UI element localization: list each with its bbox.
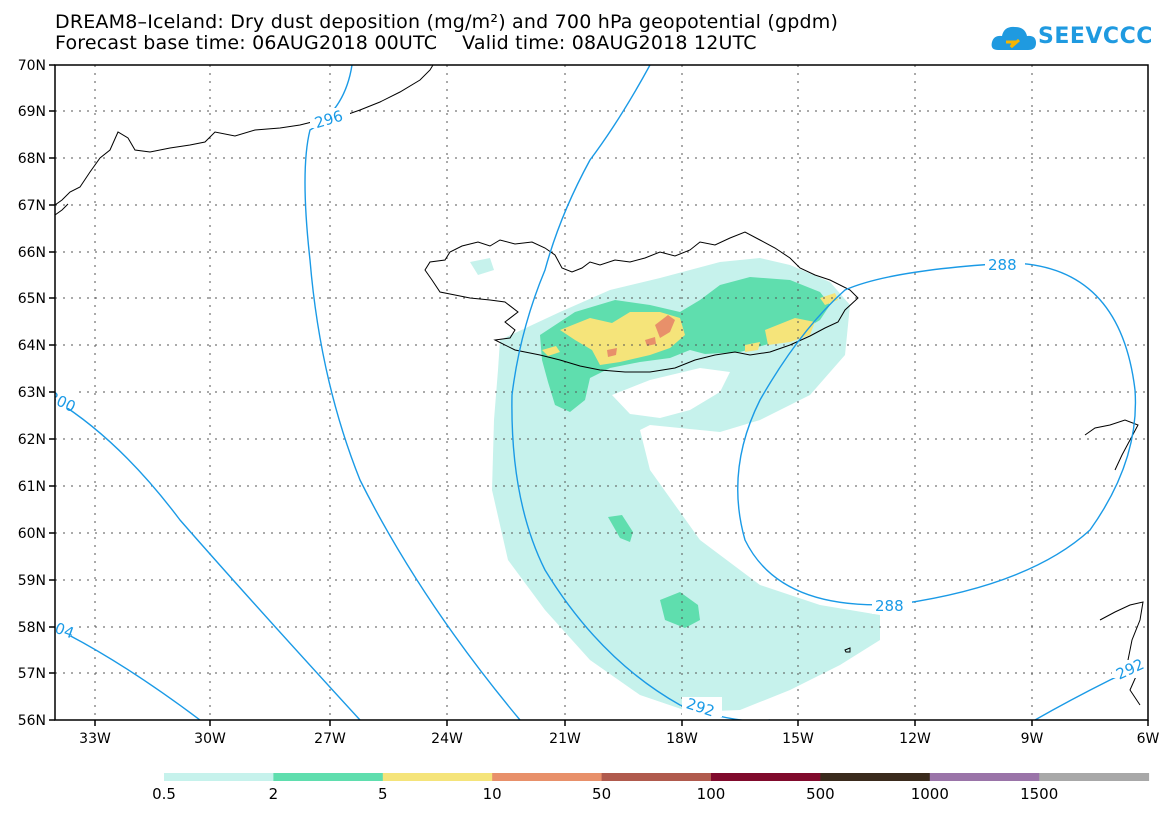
lon-label: 12W xyxy=(899,731,931,747)
colorbar-swatch xyxy=(820,773,931,781)
scotland-coast xyxy=(1099,601,1144,706)
map-title-line-2: Forecast base time: 06AUG2018 00UTC Vali… xyxy=(55,32,757,54)
dust-area-2-c xyxy=(660,592,700,628)
colorbar-swatch xyxy=(273,773,384,781)
colorbar-swatch xyxy=(601,773,712,781)
dust-area-10 xyxy=(655,315,675,338)
lat-label: 68N xyxy=(18,151,46,167)
lon-label: 27W xyxy=(314,731,346,747)
lon-label: 6W xyxy=(1137,731,1160,747)
lat-label: 65N xyxy=(18,291,46,307)
iceland-coast xyxy=(424,231,859,373)
lat-label: 60N xyxy=(18,526,46,542)
colorbar-label: 500 xyxy=(806,785,835,803)
lat-label: 61N xyxy=(18,479,46,495)
lon-label: 33W xyxy=(79,731,111,747)
dust-deposition-field xyxy=(470,258,880,712)
lat-label: 56N xyxy=(18,713,46,729)
lat-label: 57N xyxy=(18,666,46,682)
contour-304 xyxy=(55,627,201,720)
colorbar-label: 50 xyxy=(592,785,611,803)
contour-288 xyxy=(737,262,1137,606)
lon-label: 9W xyxy=(1021,731,1044,747)
longitude-labels: 33W 30W 27W 24W 21W 18W 15W 12W 9W 6W xyxy=(79,731,1159,747)
tick-marks xyxy=(49,64,1149,726)
dust-area-0.5-west xyxy=(470,258,494,275)
greenland-coast xyxy=(55,65,434,206)
colorbar-label: 100 xyxy=(697,785,726,803)
lat-label: 69N xyxy=(18,104,46,120)
contour-296 xyxy=(304,65,521,720)
lat-label: 66N xyxy=(18,245,46,261)
faroe-islands xyxy=(844,647,851,653)
lon-label: 18W xyxy=(666,731,698,747)
colorbar-swatch xyxy=(492,773,603,781)
contour-300 xyxy=(55,399,361,720)
map-title-line-1: DREAM8–Iceland: Dry dust deposition (mg/… xyxy=(55,11,839,33)
norway-coast xyxy=(1084,419,1139,471)
lat-label: 64N xyxy=(18,338,46,354)
contour-label-288-south: 288 xyxy=(875,597,904,615)
lon-label: 24W xyxy=(431,731,463,747)
dust-area-10-b xyxy=(645,337,656,346)
colorbar-label: 2 xyxy=(269,785,279,803)
graticule xyxy=(55,65,1148,720)
geopotential-contours xyxy=(55,65,1148,720)
colorbar-label: 1000 xyxy=(911,785,949,803)
dust-area-10-c xyxy=(607,348,617,357)
coastlines xyxy=(55,65,1144,706)
lon-label: 21W xyxy=(549,731,581,747)
cloud-icon xyxy=(991,26,1036,50)
colorbar-label: 0.5 xyxy=(152,785,176,803)
dust-area-5-b xyxy=(745,342,760,352)
colorbar-swatch xyxy=(164,773,274,781)
dust-area-2-b xyxy=(608,515,633,542)
lon-label: 30W xyxy=(194,731,226,747)
logo-text: SEEVCCC xyxy=(1038,24,1153,49)
lat-label: 67N xyxy=(18,198,46,214)
dust-area-5-d xyxy=(542,346,560,356)
dust-area-2 xyxy=(540,277,830,412)
colorbar-label: 1500 xyxy=(1020,785,1058,803)
latitude-labels: 70N 69N 68N 67N 66N 65N 64N 63N 62N 61N … xyxy=(18,58,46,729)
dust-area-5-east xyxy=(765,318,815,345)
colorbar-swatch xyxy=(711,773,821,781)
colorbar: 0.5 2 5 10 50 100 500 1000 1500 xyxy=(152,773,1150,803)
colorbar-swatch xyxy=(382,773,493,781)
dust-area-5 xyxy=(560,312,685,365)
colorbar-swatch xyxy=(1039,773,1150,781)
lat-label: 62N xyxy=(18,432,46,448)
colorbar-swatch xyxy=(929,773,1040,781)
lon-label: 15W xyxy=(782,731,814,747)
colorbar-label: 5 xyxy=(378,785,388,803)
lat-label: 63N xyxy=(18,385,46,401)
dust-area-5-c xyxy=(820,293,838,305)
greenland-coast-west xyxy=(55,203,69,216)
lat-label: 59N xyxy=(18,573,46,589)
contour-292 xyxy=(511,65,770,720)
contour-label-288-north: 288 xyxy=(988,256,1017,274)
lat-label: 70N xyxy=(18,58,46,74)
seevccc-logo: SEEVCCC xyxy=(990,18,1152,58)
lat-label: 58N xyxy=(18,620,46,636)
colorbar-label: 10 xyxy=(483,785,502,803)
